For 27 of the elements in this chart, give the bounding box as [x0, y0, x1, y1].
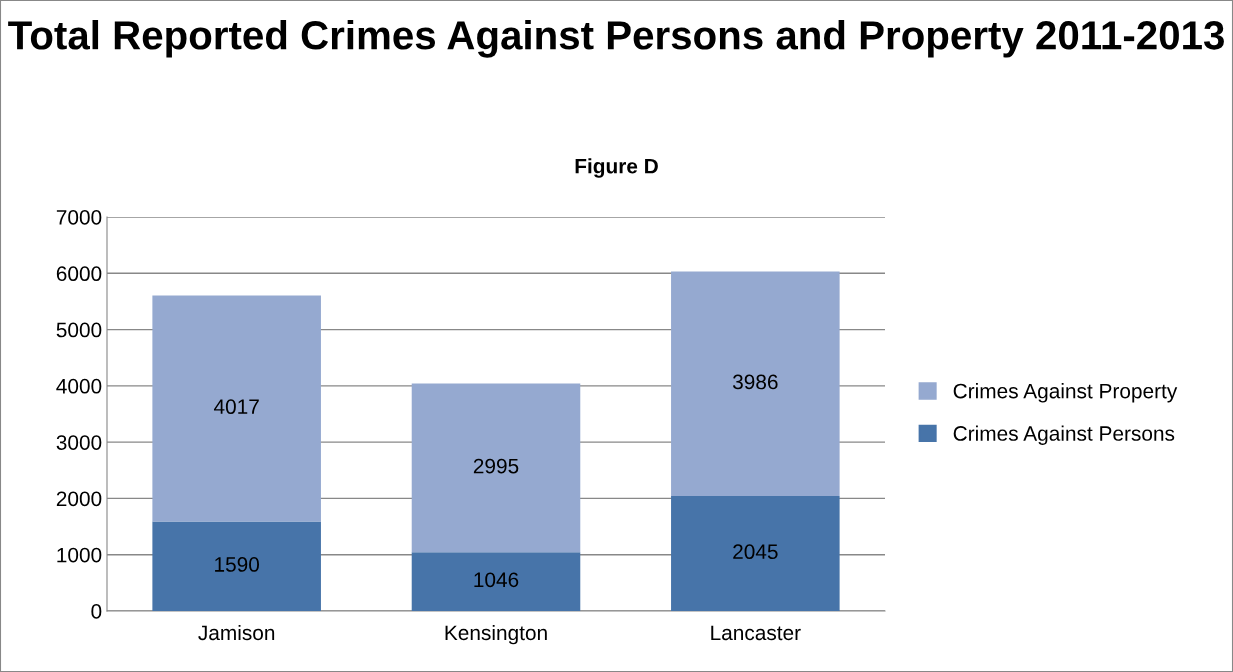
bar [152, 295, 321, 522]
x-tick-label: Kensington [445, 624, 547, 645]
x-tick-label: Jamison [198, 624, 275, 641]
y-tick-label: 7000 [56, 210, 102, 225]
data-label: 1046 [474, 572, 519, 588]
y-tick-label: 4000 [56, 378, 102, 394]
y-tick-label: 0 [91, 604, 102, 619]
bar [671, 271, 840, 496]
y-tick-label: 1000 [57, 547, 102, 563]
bar [671, 495, 840, 611]
x-tick-label: Lancaster [711, 625, 801, 641]
y-tick-label: 6000 [56, 266, 102, 282]
legend-label: Crimes Against Property [953, 383, 1178, 403]
data-label: 3986 [732, 374, 778, 390]
y-tick-label: 2000 [56, 491, 102, 507]
bar [411, 552, 581, 611]
bar [152, 521, 321, 611]
y-tick-label: 5000 [56, 322, 102, 338]
data-label: 2995 [473, 458, 519, 474]
chart-title: Total Reported Crimes Against Persons and Property 2011-2013 [8, 20, 1224, 58]
chart-subtitle: Figure D [575, 158, 658, 178]
data-label: 2045 [733, 544, 778, 560]
data-label: 4017 [213, 399, 259, 415]
legend-label: Crimes Against Persons [953, 425, 1175, 445]
data-label: 1590 [215, 557, 260, 572]
y-tick-label: 3000 [56, 435, 102, 450]
bar [411, 383, 581, 553]
